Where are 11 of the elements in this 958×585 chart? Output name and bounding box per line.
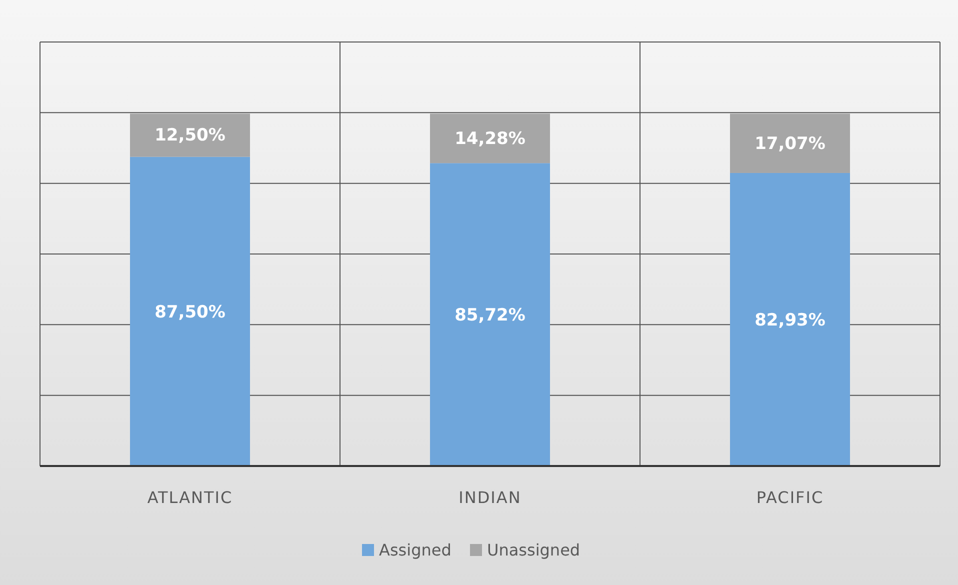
data-label: 14,28% [454,128,526,149]
data-label: 82,93% [754,310,826,330]
legend-label: Unassigned [487,540,580,560]
x-tick-label: INDIAN [458,488,522,507]
x-tick-label: PACIFIC [756,488,824,507]
legend-label: Assigned [379,540,452,560]
data-label: 87,50% [154,302,226,322]
data-label: 17,07% [754,134,826,154]
data-label: 12,50% [154,126,226,146]
data-label: 85,72% [454,306,526,326]
x-tick-label: ATLANTIC [147,488,233,507]
